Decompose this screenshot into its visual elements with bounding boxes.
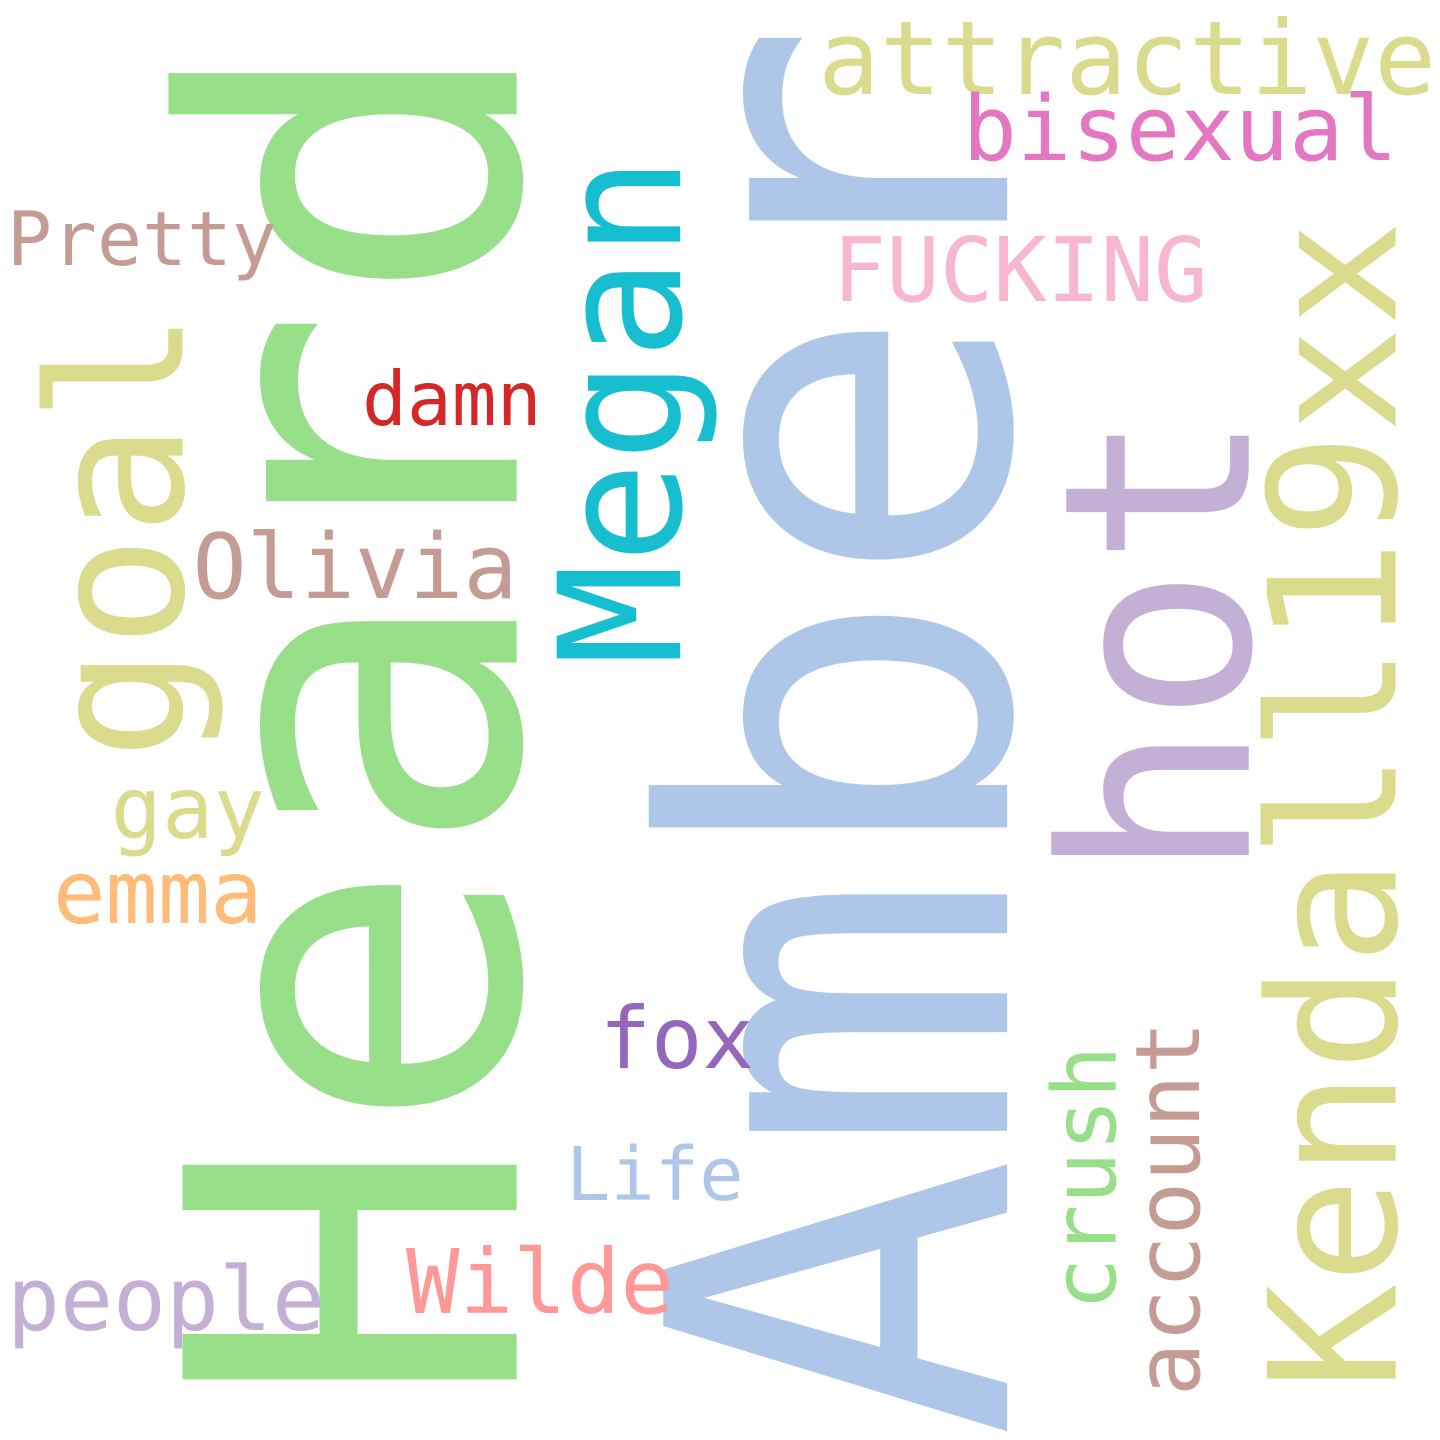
word-fucking: FUCKING xyxy=(832,217,1208,322)
word-account: account xyxy=(1115,1020,1220,1396)
word-people: people xyxy=(7,1248,326,1351)
word-fox: fox xyxy=(599,990,755,1089)
word-hot: hot xyxy=(1008,410,1311,880)
word-wilde: Wilde xyxy=(406,1229,674,1334)
word-goal: goal xyxy=(10,310,228,760)
word-bisexual: bisexual xyxy=(962,77,1398,182)
word-attractive: attractive xyxy=(818,0,1437,119)
word-damn: damn xyxy=(362,355,542,443)
word-life: Life xyxy=(566,1133,744,1218)
word-gay: gay xyxy=(110,760,266,859)
word-megan: Megan xyxy=(523,155,721,666)
word-pretty: Pretty xyxy=(7,195,277,283)
word-emma: emma xyxy=(53,841,263,944)
word-olivia: Olivia xyxy=(192,515,518,620)
